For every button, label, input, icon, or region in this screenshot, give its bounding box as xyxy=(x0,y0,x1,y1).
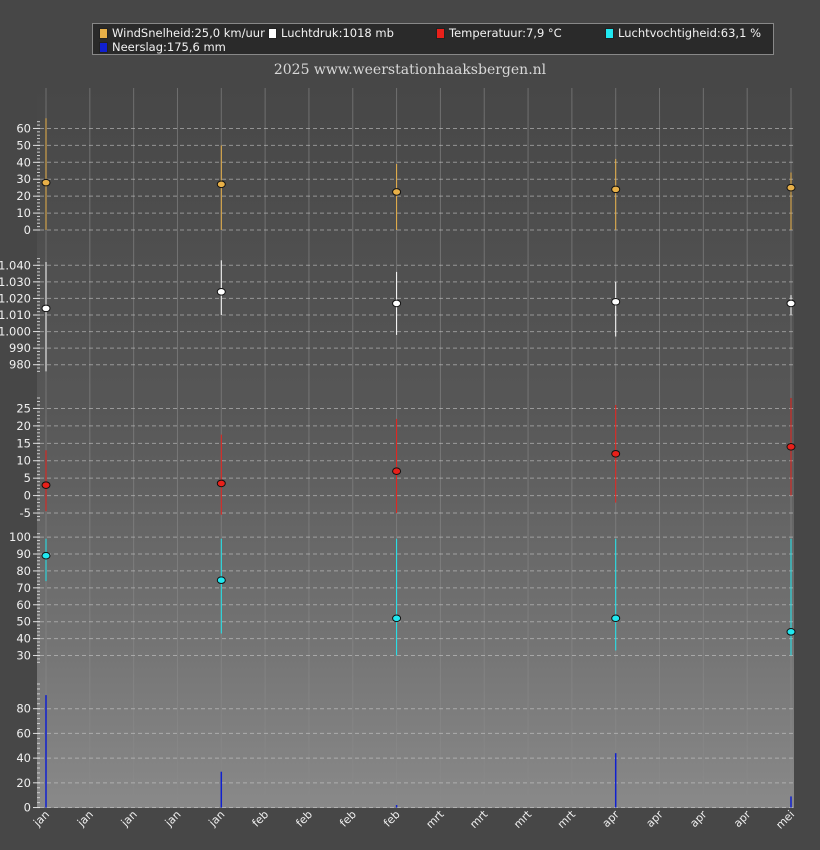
data-point xyxy=(392,614,402,623)
y-tick-label: 80 xyxy=(16,702,31,716)
y-tick-label: 60 xyxy=(16,726,31,740)
data-point xyxy=(216,180,226,189)
x-tick-label: jan xyxy=(74,808,96,830)
y-tick-label: 10 xyxy=(16,454,31,468)
x-tick-label: jan xyxy=(206,808,228,830)
x-tick-label: mrt xyxy=(424,807,448,831)
legend-swatch xyxy=(436,27,445,39)
y-tick-label: 1.000 xyxy=(0,325,31,339)
y-tick-label: 80 xyxy=(16,564,31,578)
data-point xyxy=(786,628,796,636)
y-tick-label: 15 xyxy=(16,436,31,450)
legend-label: Neerslag:175,6 mm xyxy=(112,40,226,54)
data-point xyxy=(611,185,621,194)
x-tick-label: mrt xyxy=(511,807,535,831)
data-point xyxy=(611,449,621,458)
data-point xyxy=(216,479,226,488)
data-point xyxy=(41,481,51,489)
x-tick-label: apr xyxy=(731,808,753,830)
data-point xyxy=(392,188,402,196)
y-tick-label: 30 xyxy=(16,649,31,663)
data-point xyxy=(392,299,402,308)
legend: WindSnelheid:25,0 km/uur Luchtdruk:1018 m… xyxy=(92,23,774,55)
y-tick-label: 25 xyxy=(16,401,31,415)
x-tick-label: mei xyxy=(773,808,797,832)
y-tick-label: 40 xyxy=(16,632,31,646)
data-point xyxy=(41,551,51,560)
legend-item-4: Neerslag:175,6 mm xyxy=(99,40,226,54)
legend-swatch xyxy=(605,27,614,39)
x-tick-label: apr xyxy=(600,808,622,830)
x-tick-label: feb xyxy=(293,808,315,830)
data-point xyxy=(786,443,796,451)
x-tick-label: jan xyxy=(30,808,52,830)
y-tick-label: 30 xyxy=(16,172,31,186)
legend-item-0: WindSnelheid:25,0 km/uur xyxy=(99,26,265,40)
data-point xyxy=(41,304,51,313)
x-tick-label: apr xyxy=(644,808,666,830)
y-tick-label: 70 xyxy=(16,581,31,595)
y-tick-label: 1.020 xyxy=(0,291,31,305)
y-tick-label: 10 xyxy=(16,206,31,220)
x-tick-label: feb xyxy=(381,808,403,830)
y-tick-label: 980 xyxy=(9,358,31,372)
y-tick-label: 20 xyxy=(16,419,31,433)
y-tick-label: -5 xyxy=(20,506,31,520)
y-tick-label: 100 xyxy=(9,530,31,544)
y-tick-label: 50 xyxy=(16,615,31,629)
legend-item-1: Luchtdruk:1018 mb xyxy=(268,26,394,40)
y-tick-label: 0 xyxy=(24,801,31,815)
y-tick-label: 60 xyxy=(16,121,31,135)
y-tick-label: 20 xyxy=(16,776,31,790)
y-tick-label: 20 xyxy=(16,189,31,203)
x-tick-label: feb xyxy=(250,808,272,830)
data-point xyxy=(41,178,51,187)
x-tick-label: mrt xyxy=(555,807,579,831)
data-point xyxy=(216,288,226,296)
plot-area xyxy=(37,88,794,808)
chart-subtitle: 2025 www.weerstationhaaksbergen.nl xyxy=(273,62,547,78)
legend-label: Temperatuur:7,9 °C xyxy=(449,26,562,40)
legend-swatch xyxy=(99,27,108,39)
y-tick-label: 90 xyxy=(16,547,31,561)
x-tick-label: apr xyxy=(687,808,709,830)
y-tick-label: 40 xyxy=(16,751,31,765)
x-tick-label: mrt xyxy=(467,807,491,831)
x-tick-label: feb xyxy=(337,808,359,830)
legend-label: Luchtvochtigheid:63,1 % xyxy=(618,26,761,40)
y-tick-label: 5 xyxy=(24,471,31,485)
data-point xyxy=(392,467,402,476)
data-point xyxy=(611,297,621,306)
y-tick-label: 1.030 xyxy=(0,275,31,289)
legend-swatch xyxy=(268,27,277,39)
x-tick-label: jan xyxy=(162,808,184,830)
data-point xyxy=(216,576,226,585)
data-point xyxy=(611,614,621,623)
y-tick-label: 1.040 xyxy=(0,258,31,272)
legend-item-3: Luchtvochtigheid:63,1 % xyxy=(605,26,761,40)
y-tick-label: 60 xyxy=(16,598,31,612)
legend-swatch xyxy=(99,41,108,53)
y-tick-label: 990 xyxy=(9,341,31,355)
x-tick-label: jan xyxy=(118,808,140,830)
legend-label: Luchtdruk:1018 mb xyxy=(281,26,394,40)
data-point xyxy=(786,299,796,308)
y-tick-label: 0 xyxy=(24,223,31,237)
data-point xyxy=(786,183,796,192)
y-tick-label: 50 xyxy=(16,138,31,152)
y-tick-label: 0 xyxy=(24,489,31,503)
y-tick-label: 40 xyxy=(16,155,31,169)
legend-item-2: Temperatuur:7,9 °C xyxy=(436,26,562,40)
y-tick-label: 1.010 xyxy=(0,308,31,322)
legend-label: WindSnelheid:25,0 km/uur xyxy=(112,26,265,40)
